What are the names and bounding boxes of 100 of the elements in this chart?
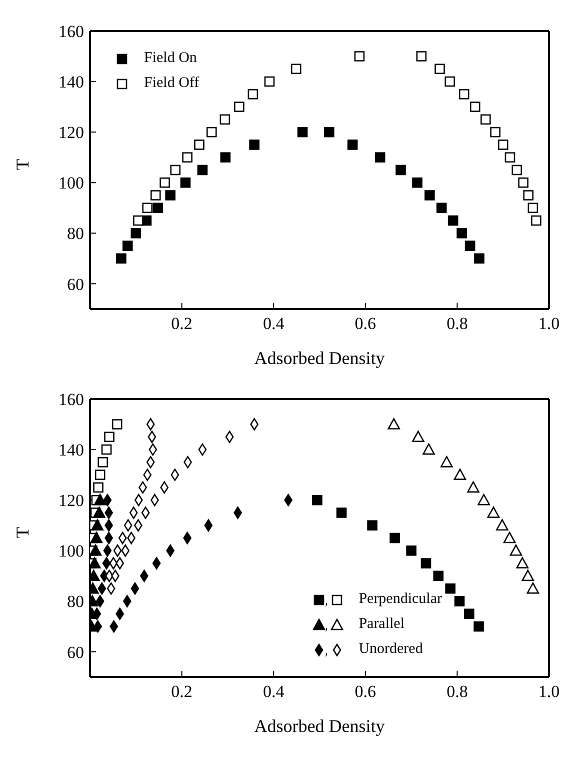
- point: [91, 519, 104, 531]
- point: [454, 468, 466, 480]
- point: [504, 152, 516, 163]
- y-tick-label: 60: [67, 642, 84, 662]
- y-tick-label: 80: [67, 592, 84, 612]
- point: [290, 64, 302, 74]
- x-axis-title: Adsorbed Density: [254, 716, 385, 736]
- point: [434, 64, 445, 74]
- point: [170, 468, 180, 481]
- point: [170, 164, 181, 176]
- point: [516, 557, 529, 568]
- point: [150, 190, 161, 200]
- point: [152, 202, 164, 214]
- point: [490, 126, 500, 138]
- point: [496, 519, 508, 531]
- point: [406, 545, 416, 556]
- point: [424, 190, 435, 200]
- point: [324, 126, 334, 138]
- point: [220, 114, 230, 125]
- legend-label: Unordered: [358, 641, 423, 658]
- y-axis-title: T: [12, 527, 32, 538]
- x-tick-label: 1.0: [538, 314, 560, 334]
- point: [498, 140, 508, 150]
- point: [367, 520, 378, 531]
- point: [336, 508, 347, 518]
- point: [141, 506, 150, 519]
- point: [440, 456, 453, 468]
- point: [522, 570, 534, 582]
- point: [248, 89, 258, 100]
- point: [528, 202, 538, 214]
- point: [129, 506, 138, 519]
- legend-label: Field On: [144, 50, 197, 67]
- point: [146, 418, 155, 430]
- x-tick-label: 0.2: [171, 682, 192, 702]
- point: [102, 557, 111, 570]
- point: [104, 432, 114, 442]
- y-tick-label: 140: [58, 72, 84, 92]
- point: [249, 140, 260, 150]
- y-tick-label: 80: [67, 224, 84, 244]
- legend-label: Field Off: [144, 75, 200, 92]
- point: [142, 202, 153, 214]
- y-tick-label: 120: [58, 123, 84, 142]
- point: [354, 51, 365, 62]
- x-tick-label: 0.8: [446, 682, 468, 702]
- x-tick-label: 0.4: [262, 314, 285, 334]
- point: [422, 443, 435, 455]
- point: [420, 558, 432, 568]
- y-axis-title: T: [12, 159, 32, 170]
- point: [467, 481, 480, 493]
- x-axis-title: Adsorbed Density: [254, 348, 385, 368]
- point: [234, 102, 244, 112]
- point: [122, 240, 133, 251]
- point: [396, 164, 406, 176]
- point: [93, 506, 106, 518]
- point: [312, 494, 322, 506]
- point: [374, 152, 386, 163]
- point: [512, 164, 522, 176]
- point: [454, 596, 465, 606]
- point: [112, 419, 122, 430]
- point: [264, 76, 275, 87]
- point: [98, 457, 108, 468]
- point: [197, 164, 208, 176]
- x-tick-label: 0.6: [354, 682, 376, 702]
- point: [523, 190, 534, 200]
- point: [101, 444, 112, 455]
- point: [297, 126, 308, 138]
- point: [503, 532, 516, 544]
- point: [96, 595, 104, 608]
- point: [94, 470, 106, 480]
- point: [180, 177, 191, 188]
- x-tick-label: 0.6: [354, 314, 376, 334]
- point: [182, 152, 192, 163]
- y-tick-label: 160: [58, 390, 84, 410]
- point: [388, 418, 400, 430]
- point: [474, 253, 484, 264]
- point: [433, 570, 444, 582]
- point: [146, 456, 155, 468]
- point: [412, 430, 424, 442]
- x-tick-label: 1.0: [538, 682, 560, 702]
- point: [531, 215, 542, 226]
- point: [464, 608, 474, 619]
- point: [130, 228, 142, 238]
- point: [206, 126, 217, 138]
- point: [474, 621, 484, 632]
- point: [133, 215, 144, 226]
- point: [347, 140, 358, 150]
- point: [194, 140, 204, 150]
- x-tick-label: 0.4: [262, 682, 285, 702]
- point: [478, 494, 490, 506]
- point: [90, 557, 101, 568]
- point: [143, 468, 152, 481]
- y-tick-label: 140: [58, 440, 84, 460]
- point: [220, 152, 231, 163]
- point: [93, 482, 104, 493]
- point: [152, 557, 161, 570]
- point: [160, 177, 170, 188]
- y-tick-label: 100: [58, 542, 84, 561]
- point: [416, 51, 427, 62]
- point: [448, 215, 458, 226]
- point: [510, 544, 522, 556]
